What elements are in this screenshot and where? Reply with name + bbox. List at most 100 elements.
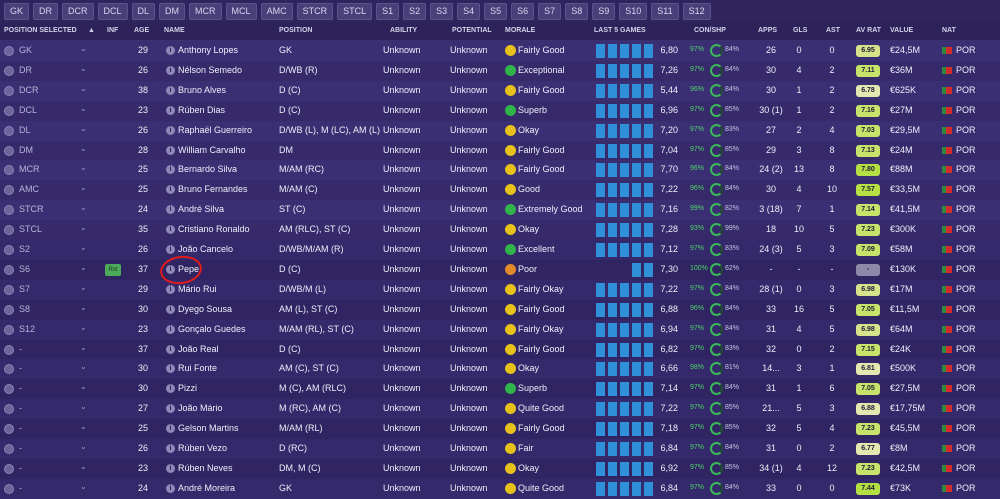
- table-row[interactable]: DL ⌄ 26 i Raphaël Guerreiro D/WB (L), M (LC),…: [0, 120, 1000, 141]
- table-row[interactable]: - ⌄ 30 i Pizzi M (C), AM (RLC) Unknown Unknown S…: [0, 379, 1000, 400]
- tab-stcr[interactable]: STCR: [296, 2, 334, 20]
- select-checkbox[interactable]: [4, 324, 14, 335]
- col-ability[interactable]: ABILITY: [390, 27, 418, 34]
- select-checkbox[interactable]: [4, 205, 14, 216]
- player-name[interactable]: Bruno Alves: [178, 84, 227, 95]
- select-checkbox[interactable]: [4, 424, 14, 435]
- tab-s5[interactable]: S5: [484, 2, 508, 20]
- select-checkbox[interactable]: [4, 245, 14, 255]
- sort-arrow-icon[interactable]: ▲: [88, 27, 95, 34]
- position-selected[interactable]: S7: [19, 283, 31, 294]
- table-row[interactable]: - ⌄ 26 i Rúben Vezo D (RC) Unknown Unknown Fair 6…: [0, 439, 1000, 459]
- info-icon[interactable]: i: [166, 46, 175, 55]
- select-checkbox[interactable]: [4, 304, 14, 315]
- info-icon[interactable]: i: [166, 404, 175, 414]
- position-selected[interactable]: STCL: [19, 224, 43, 235]
- player-name[interactable]: Cristiano Ronaldo: [178, 224, 250, 235]
- select-checkbox[interactable]: [4, 65, 14, 76]
- select-checkbox[interactable]: [4, 364, 14, 375]
- tab-s9[interactable]: S9: [592, 2, 616, 20]
- col-apps[interactable]: APPS: [758, 27, 778, 34]
- tab-s7[interactable]: S7: [538, 2, 562, 20]
- player-name[interactable]: Pizzi: [178, 383, 198, 394]
- table-row[interactable]: S6 ⌄ Rst 37 i Pepe D (C) Unknown Unknown Poor 7,30…: [0, 259, 1000, 280]
- table-row[interactable]: - ⌄ 25 i Gelson Martins M/AM (RL) Unknown Unkno…: [0, 419, 1000, 440]
- player-name[interactable]: Raphaël Guerreiro: [178, 124, 253, 135]
- position-selected[interactable]: MCR: [19, 164, 40, 175]
- info-icon[interactable]: i: [166, 284, 175, 294]
- chevron-down-icon[interactable]: ⌄: [80, 262, 87, 272]
- position-selected[interactable]: DCR: [19, 84, 39, 95]
- info-icon[interactable]: i: [166, 225, 175, 235]
- chevron-down-icon[interactable]: ⌄: [80, 123, 87, 133]
- select-checkbox[interactable]: [4, 264, 14, 275]
- col-morale[interactable]: MORALE: [505, 27, 536, 34]
- info-icon[interactable]: i: [166, 444, 175, 453]
- col-potential[interactable]: POTENTIAL: [452, 27, 492, 34]
- table-row[interactable]: STCL ⌄ 35 i Cristiano Ronaldo AM (RLC), ST (C…: [0, 220, 1000, 241]
- position-selected[interactable]: S12: [19, 323, 36, 334]
- chevron-down-icon[interactable]: ⌄: [80, 342, 87, 352]
- tab-s10[interactable]: S10: [619, 2, 648, 20]
- chevron-down-icon[interactable]: ⌄: [80, 282, 87, 292]
- position-selected[interactable]: S2: [19, 244, 31, 254]
- chevron-down-icon[interactable]: ⌄: [80, 481, 87, 491]
- position-selected[interactable]: -: [19, 363, 22, 374]
- info-icon[interactable]: i: [166, 65, 175, 75]
- position-selected[interactable]: -: [19, 383, 22, 394]
- select-checkbox[interactable]: [4, 384, 14, 395]
- col-name[interactable]: NAME: [164, 27, 185, 34]
- tab-s3[interactable]: S3: [430, 2, 454, 20]
- tab-s2[interactable]: S2: [403, 2, 427, 20]
- table-row[interactable]: AMC ⌄ 25 i Bruno Fernandes M/AM (C) Unknown Unk…: [0, 180, 1000, 201]
- chevron-down-icon[interactable]: ⌄: [80, 422, 87, 432]
- player-name[interactable]: Nélson Semedo: [178, 64, 243, 75]
- player-name[interactable]: André Silva: [178, 204, 225, 215]
- tab-s8[interactable]: S8: [565, 2, 589, 20]
- tab-amc[interactable]: AMC: [260, 2, 293, 20]
- chevron-down-icon[interactable]: ⌄: [80, 223, 87, 233]
- player-name[interactable]: Gonçalo Guedes: [178, 323, 246, 334]
- chevron-down-icon[interactable]: ⌄: [80, 163, 87, 173]
- tab-dcl[interactable]: DCL: [97, 2, 128, 20]
- player-name[interactable]: William Carvalho: [178, 144, 246, 155]
- select-checkbox[interactable]: [4, 125, 14, 136]
- info-icon[interactable]: i: [166, 264, 175, 274]
- chevron-down-icon[interactable]: ⌄: [80, 44, 87, 53]
- table-row[interactable]: DR ⌄ 26 i Nélson Semedo D/WB (R) Unknown Unknow…: [0, 60, 1000, 81]
- chevron-down-icon[interactable]: ⌄: [80, 203, 87, 213]
- chevron-down-icon[interactable]: ⌄: [80, 302, 87, 312]
- info-icon[interactable]: i: [166, 483, 175, 493]
- info-icon[interactable]: i: [166, 364, 175, 374]
- select-checkbox[interactable]: [4, 483, 14, 494]
- player-name[interactable]: André Moreira: [178, 482, 236, 493]
- col-con-shp[interactable]: CON/SHP: [694, 27, 726, 34]
- col-position[interactable]: POSITION: [279, 27, 313, 34]
- select-checkbox[interactable]: [4, 105, 14, 116]
- select-checkbox[interactable]: [4, 463, 14, 474]
- tab-mcr[interactable]: MCR: [189, 2, 222, 20]
- tab-s11[interactable]: S11: [651, 2, 679, 20]
- col-av-rat[interactable]: AV RAT: [856, 27, 882, 34]
- position-selected[interactable]: S8: [19, 303, 31, 314]
- tab-dm[interactable]: DM: [159, 2, 186, 20]
- col-age[interactable]: AGE: [134, 27, 150, 34]
- chevron-down-icon[interactable]: ⌄: [80, 143, 87, 153]
- player-name[interactable]: João Cancelo: [178, 244, 234, 254]
- chevron-down-icon[interactable]: ⌄: [80, 63, 87, 73]
- tab-dr[interactable]: DR: [33, 2, 59, 20]
- chevron-down-icon[interactable]: ⌄: [80, 442, 87, 451]
- info-icon[interactable]: i: [166, 304, 175, 314]
- table-row[interactable]: - ⌄ 27 i João Mário M (RC), AM (C) Unknown Unkn…: [0, 399, 1000, 420]
- position-selected[interactable]: GK: [19, 45, 33, 55]
- chevron-down-icon[interactable]: ⌄: [80, 183, 87, 193]
- tab-stcl[interactable]: STCL: [337, 2, 373, 20]
- tab-gk[interactable]: GK: [4, 2, 30, 20]
- col-inf[interactable]: INF: [107, 27, 119, 34]
- select-checkbox[interactable]: [4, 185, 14, 196]
- info-icon[interactable]: i: [166, 324, 175, 334]
- table-row[interactable]: GK ⌄ 29 i Anthony Lopes GK Unknown Unknown Fairl…: [0, 41, 1000, 61]
- select-checkbox[interactable]: [4, 404, 14, 415]
- info-icon[interactable]: i: [166, 245, 175, 254]
- player-name[interactable]: Rúben Neves: [178, 462, 233, 473]
